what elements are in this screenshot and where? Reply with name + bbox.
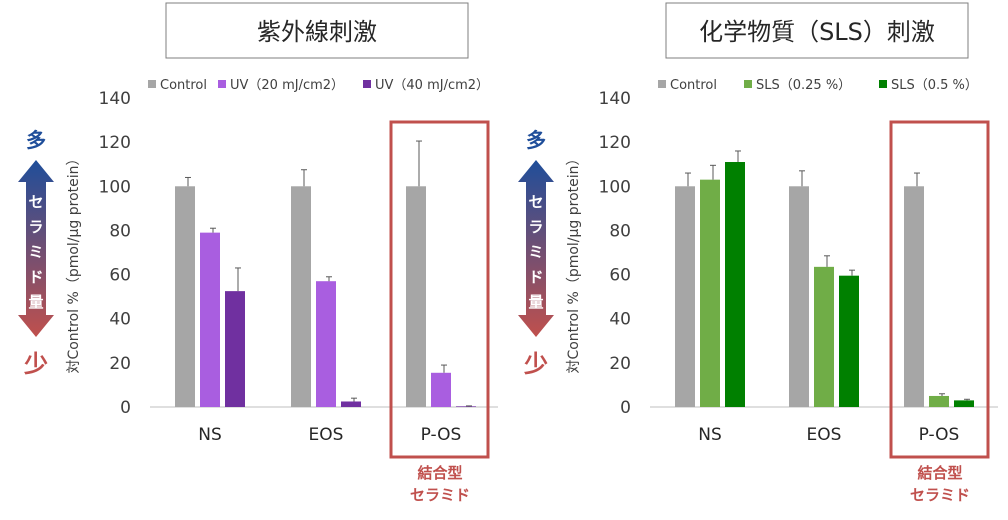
bar-control-ns (175, 186, 195, 407)
chart-title: 紫外線刺激 (257, 18, 377, 46)
y-tick-label: 60 (109, 266, 131, 286)
highlight-label: セラミド (910, 486, 970, 504)
legend-swatch (218, 80, 226, 88)
y-tick-label: 120 (99, 133, 131, 153)
y-tick-label: 40 (109, 310, 131, 330)
legend-entry: UV（20 mJ/cm2） (230, 78, 344, 93)
bar-uv40-p-os (456, 406, 476, 407)
chart-title: 化学物質（SLS）刺激 (699, 18, 935, 46)
y-tick-label: 40 (609, 310, 631, 330)
y-tick-label: 20 (109, 354, 131, 374)
double-arrow-icon (18, 160, 54, 337)
y-tick-label: 0 (120, 398, 131, 418)
indicator-mid-char: ミ (28, 243, 43, 261)
y-tick-label: 60 (609, 266, 631, 286)
bar-control-eos (291, 186, 311, 407)
x-category-label: NS (698, 425, 722, 445)
bar-sls05-eos (839, 275, 859, 407)
y-tick-label: 80 (109, 221, 131, 241)
x-category-label: EOS (807, 425, 842, 445)
bar-uv40-ns (225, 291, 245, 407)
y-tick-label: 140 (599, 89, 631, 109)
indicator-top-label: 多 (526, 128, 546, 152)
highlight-box-p-os (389, 120, 490, 459)
legend-entry: Control (670, 78, 717, 93)
highlight-label: セラミド (410, 486, 470, 504)
y-tick-label: 80 (609, 221, 631, 241)
x-category-label: P-OS (421, 425, 462, 445)
y-tick-label: 0 (620, 398, 631, 418)
title-frame (165, 2, 469, 59)
bar-sls05-ns (725, 162, 745, 407)
chart-panel-1: 紫外線刺激多セラミド量セラミド量少対Control %（pmol/μg prot… (18, 2, 498, 504)
legend-swatch (658, 80, 666, 88)
bar-uv20-eos (316, 281, 336, 407)
ceramide-amount-indicator: 多セラミド量セラミド量少 (518, 128, 554, 378)
y-tick-label: 100 (99, 177, 131, 197)
bar-sls025-p-os (929, 395, 949, 407)
chart-title-box: 紫外線刺激 (165, 2, 469, 59)
x-category-label: NS (198, 425, 222, 445)
y-tick-label: 20 (609, 354, 631, 374)
bar-uv40-eos (341, 401, 361, 407)
bar-sls025-ns (700, 179, 720, 407)
bar-control-p-os (904, 186, 924, 407)
indicator-bottom-label: 少 (23, 350, 48, 378)
legend-entry: SLS（0.5 %） (891, 78, 978, 93)
bar-uv20-ns (200, 232, 220, 407)
indicator-bottom-label: 少 (523, 350, 548, 378)
indicator-mid-char: 量 (528, 293, 543, 311)
y-tick-label: 120 (599, 133, 631, 153)
indicator-mid-char: セ (28, 193, 43, 211)
legend-entry: Control (160, 78, 207, 93)
bar-control-eos (789, 186, 809, 407)
indicator-mid-char: ミ (528, 243, 543, 261)
bar-sls05-p-os (954, 400, 974, 407)
ceramide-amount-indicator: 多セラミド量セラミド量少 (18, 128, 54, 378)
y-tick-label: 100 (599, 177, 631, 197)
bar-control-ns (675, 186, 695, 407)
legend-swatch (879, 80, 887, 88)
legend-entry: UV（40 mJ/cm2） (375, 78, 489, 93)
highlight-label: 結合型 (417, 464, 462, 482)
indicator-top-label: 多 (26, 128, 46, 152)
title-frame (665, 2, 969, 59)
chart-title-box: 化学物質（SLS）刺激 (665, 2, 969, 59)
y-axis-label: 対Control %（pmol/μg protein） (566, 151, 582, 373)
indicator-mid-char: 量 (28, 293, 43, 311)
x-category-label: EOS (309, 425, 344, 445)
y-tick-label: 140 (99, 89, 131, 109)
legend-swatch (363, 80, 371, 88)
x-category-label: P-OS (919, 425, 960, 445)
bar-control-p-os (406, 186, 426, 407)
indicator-mid-char: ラ (528, 218, 543, 236)
legend-swatch (744, 80, 752, 88)
indicator-mid-char: ド (528, 268, 543, 286)
double-arrow-icon (518, 160, 554, 337)
chart-panel-2: 化学物質（SLS）刺激多セラミド量セラミド量少対Control %（pmol/μ… (518, 2, 998, 504)
indicator-mid-char: セ (528, 193, 543, 211)
legend-entry: SLS（0.25 %） (756, 78, 851, 93)
bar-uv20-p-os (431, 372, 451, 407)
highlight-label: 結合型 (917, 464, 962, 482)
indicator-mid-char: ド (28, 268, 43, 286)
highlight-box-p-os (889, 120, 990, 459)
y-axis-label: 対Control %（pmol/μg protein） (66, 151, 82, 373)
indicator-mid-char: ラ (28, 218, 43, 236)
legend-swatch (148, 80, 156, 88)
bar-sls025-eos (814, 266, 834, 407)
